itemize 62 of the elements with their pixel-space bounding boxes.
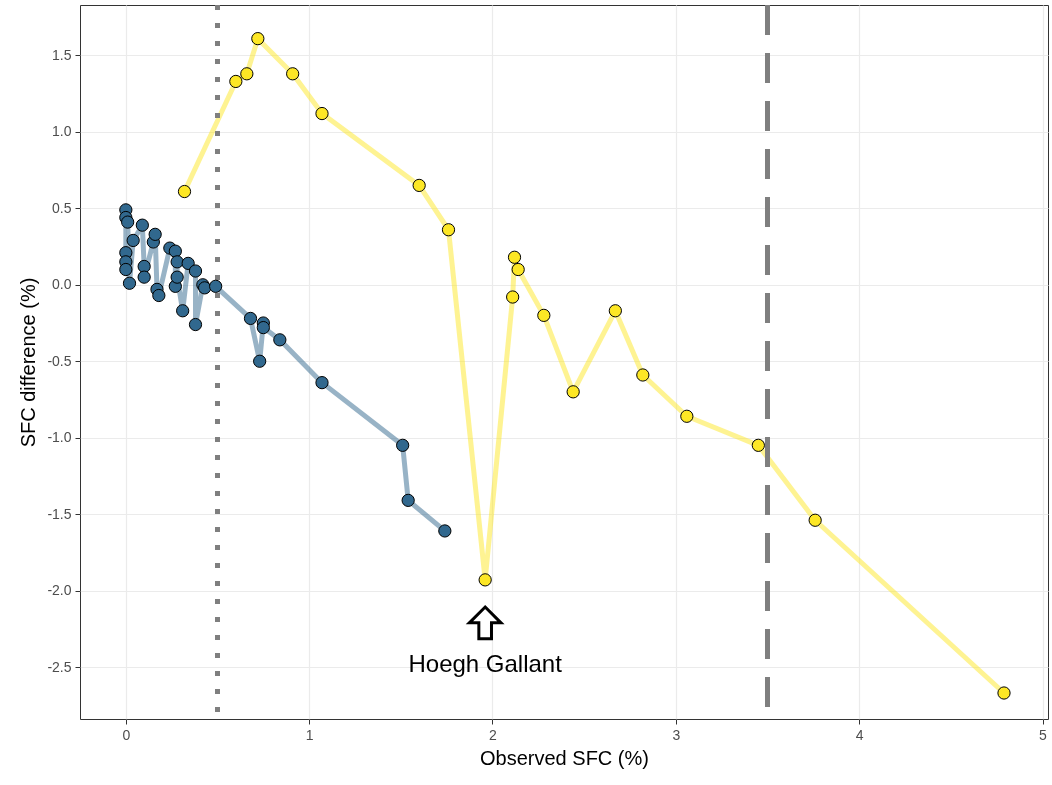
point xyxy=(168,244,182,258)
point xyxy=(229,74,243,89)
point xyxy=(511,262,525,277)
y-tick-label: -0.5 xyxy=(47,352,72,369)
point xyxy=(126,233,140,248)
point xyxy=(537,308,551,322)
point xyxy=(188,317,203,332)
point xyxy=(506,290,520,304)
annotation: Hoegh Gallant xyxy=(408,649,563,677)
y-tick-label: -2.5 xyxy=(47,658,72,675)
x-tick-label: 3 xyxy=(672,726,681,743)
x-axis-title: Observed SFC (%) xyxy=(480,746,649,769)
point xyxy=(176,304,190,318)
point xyxy=(566,385,580,399)
point xyxy=(808,513,822,527)
point xyxy=(253,354,267,368)
y-tick-label: 0.5 xyxy=(52,199,72,216)
point xyxy=(478,573,492,587)
x-tick-label: 2 xyxy=(489,726,498,743)
point xyxy=(396,438,410,452)
y-tick-label: -1.0 xyxy=(47,429,72,446)
point xyxy=(286,67,300,81)
point xyxy=(441,223,456,237)
x-tick-label: 5 xyxy=(1039,726,1048,743)
point xyxy=(240,67,254,81)
point xyxy=(608,304,622,318)
point xyxy=(148,227,162,241)
point xyxy=(401,493,415,507)
point xyxy=(170,270,184,284)
point xyxy=(315,376,329,390)
x-tick-label: 1 xyxy=(305,726,314,743)
point xyxy=(438,524,452,538)
point xyxy=(507,250,522,264)
point xyxy=(181,256,195,270)
point xyxy=(243,311,258,326)
x-tick-label: 4 xyxy=(855,726,864,743)
point xyxy=(119,262,133,277)
point xyxy=(273,333,287,347)
point xyxy=(170,255,184,269)
point xyxy=(177,184,192,199)
y-tick-label: 1.5 xyxy=(52,46,72,63)
point xyxy=(636,368,650,382)
y-axis-title: SFC difference (%) xyxy=(17,277,40,448)
y-tick-label: -1.5 xyxy=(47,505,72,522)
point xyxy=(251,32,265,46)
point xyxy=(137,270,151,284)
point xyxy=(188,264,203,278)
point xyxy=(209,279,223,293)
point xyxy=(122,276,137,290)
point xyxy=(135,218,149,232)
point xyxy=(121,215,135,229)
point xyxy=(751,438,765,452)
point xyxy=(315,106,329,121)
point xyxy=(256,320,270,335)
y-tick-label: 1.0 xyxy=(52,123,72,140)
point xyxy=(997,686,1011,700)
y-tick-label: -2.0 xyxy=(47,582,72,599)
y-tick-label: 0.0 xyxy=(52,276,72,293)
point xyxy=(412,178,426,193)
point xyxy=(680,409,694,423)
x-tick-label: 0 xyxy=(122,726,131,743)
point xyxy=(152,288,166,303)
